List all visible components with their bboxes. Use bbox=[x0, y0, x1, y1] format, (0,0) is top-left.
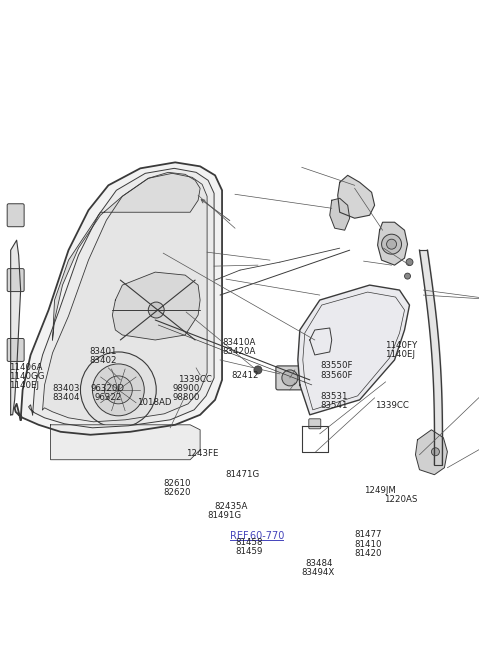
Text: 83531: 83531 bbox=[321, 392, 348, 401]
Polygon shape bbox=[298, 285, 409, 415]
Text: 96322: 96322 bbox=[95, 393, 122, 402]
Text: 83560F: 83560F bbox=[321, 371, 353, 380]
Text: 82620: 82620 bbox=[163, 489, 191, 497]
Circle shape bbox=[282, 370, 298, 386]
Text: 83550F: 83550F bbox=[321, 361, 353, 371]
Text: 1339CC: 1339CC bbox=[375, 401, 409, 410]
FancyBboxPatch shape bbox=[309, 419, 321, 429]
Text: 83541: 83541 bbox=[321, 401, 348, 410]
FancyBboxPatch shape bbox=[7, 204, 24, 227]
Text: 98900: 98900 bbox=[172, 384, 199, 393]
FancyBboxPatch shape bbox=[276, 366, 304, 390]
Text: 81471G: 81471G bbox=[226, 470, 260, 479]
Text: 81491G: 81491G bbox=[207, 511, 241, 520]
Text: 1243FE: 1243FE bbox=[186, 449, 219, 458]
Polygon shape bbox=[29, 169, 214, 428]
Polygon shape bbox=[330, 198, 350, 230]
Polygon shape bbox=[52, 173, 200, 340]
Text: 83410A: 83410A bbox=[223, 338, 256, 347]
Text: 83401: 83401 bbox=[90, 347, 117, 356]
Text: 83494X: 83494X bbox=[301, 568, 335, 577]
Text: 83403: 83403 bbox=[52, 384, 80, 393]
FancyBboxPatch shape bbox=[7, 338, 24, 361]
Text: 81420: 81420 bbox=[355, 548, 383, 558]
Polygon shape bbox=[112, 272, 200, 340]
Text: 1140EJ: 1140EJ bbox=[9, 381, 39, 390]
Circle shape bbox=[386, 239, 396, 249]
Text: 83402: 83402 bbox=[90, 356, 117, 365]
Polygon shape bbox=[378, 222, 408, 265]
Polygon shape bbox=[43, 173, 207, 422]
Text: 1140EJ: 1140EJ bbox=[385, 350, 416, 359]
Polygon shape bbox=[416, 430, 447, 475]
Text: 1220AS: 1220AS bbox=[384, 495, 417, 504]
Text: 1018AD: 1018AD bbox=[137, 398, 171, 407]
Text: 98800: 98800 bbox=[172, 393, 199, 402]
Circle shape bbox=[432, 448, 439, 456]
Polygon shape bbox=[310, 328, 332, 355]
Text: 81410: 81410 bbox=[355, 539, 383, 548]
Text: 82412: 82412 bbox=[231, 371, 259, 380]
Circle shape bbox=[406, 258, 413, 266]
Text: 82435A: 82435A bbox=[215, 502, 248, 510]
Circle shape bbox=[93, 364, 144, 416]
Text: 81458: 81458 bbox=[235, 538, 263, 547]
Circle shape bbox=[254, 366, 262, 374]
Polygon shape bbox=[11, 240, 21, 415]
Circle shape bbox=[405, 273, 410, 279]
Text: 83484: 83484 bbox=[305, 559, 333, 568]
Text: REF.60-770: REF.60-770 bbox=[230, 531, 285, 541]
FancyBboxPatch shape bbox=[7, 268, 24, 291]
Text: 1140FY: 1140FY bbox=[385, 340, 418, 350]
Text: 1339CC: 1339CC bbox=[178, 375, 212, 384]
Text: 1249JM: 1249JM bbox=[364, 486, 396, 495]
Text: 96320D: 96320D bbox=[91, 384, 125, 393]
Text: 1140GG: 1140GG bbox=[9, 372, 45, 381]
Circle shape bbox=[104, 376, 132, 404]
Polygon shape bbox=[338, 175, 374, 218]
Text: 11406A: 11406A bbox=[9, 363, 43, 372]
Circle shape bbox=[81, 352, 156, 428]
Polygon shape bbox=[15, 162, 222, 435]
Circle shape bbox=[148, 302, 164, 318]
Text: 83404: 83404 bbox=[52, 393, 80, 402]
Text: 81477: 81477 bbox=[355, 530, 383, 539]
Text: 81459: 81459 bbox=[235, 547, 263, 556]
Text: 83420A: 83420A bbox=[223, 347, 256, 356]
Text: 82610: 82610 bbox=[163, 480, 191, 488]
Polygon shape bbox=[50, 425, 200, 460]
Circle shape bbox=[382, 234, 402, 254]
